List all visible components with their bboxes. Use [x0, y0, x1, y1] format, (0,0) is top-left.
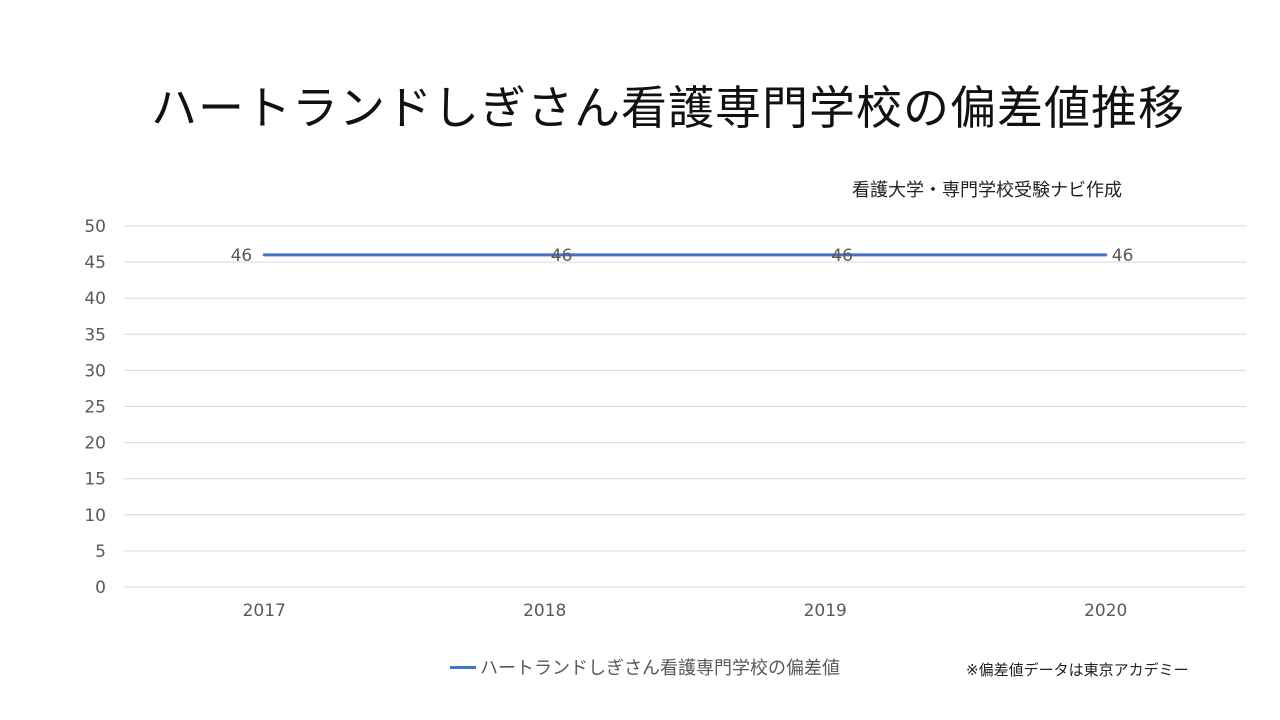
chart-subtitle: 看護大学・専門学校受験ナビ作成 — [852, 180, 1122, 201]
data-point — [543, 253, 547, 257]
x-tick-label: 2020 — [1084, 601, 1127, 621]
x-axis-ticks: 2017 2018 2019 2020 — [243, 601, 1128, 621]
data-label: 46 — [1112, 246, 1134, 266]
data-point — [1104, 253, 1108, 257]
y-tick-label: 20 — [84, 434, 106, 454]
data-point — [823, 253, 827, 257]
y-tick-label: 0 — [95, 578, 106, 598]
data-label: 46 — [551, 246, 573, 266]
source-note: ※偏差値データは東京アカデミー — [966, 661, 1189, 679]
data-point — [262, 253, 266, 257]
y-tick-label: 30 — [84, 361, 106, 381]
y-tick-label: 40 — [84, 289, 106, 309]
x-tick-label: 2017 — [243, 601, 286, 621]
chart-title: ハートランドしぎさん看護専門学校の偏差値推移 — [151, 81, 1185, 135]
y-tick-label: 10 — [84, 506, 106, 526]
y-axis-ticks: 0 5 10 15 20 25 30 35 40 45 50 — [84, 217, 106, 598]
gridlines — [124, 225, 1246, 588]
legend-label: ハートランドしぎさん看護専門学校の偏差値 — [480, 658, 840, 679]
x-tick-label: 2019 — [804, 601, 847, 621]
data-label: 46 — [231, 246, 253, 266]
legend: ハートランドしぎさん看護専門学校の偏差値 — [450, 654, 840, 680]
y-tick-label: 45 — [84, 253, 106, 273]
data-label: 46 — [831, 246, 853, 266]
y-tick-label: 35 — [84, 325, 106, 345]
y-tick-label: 5 — [95, 542, 106, 562]
data-labels: 46 46 46 46 — [231, 246, 1134, 266]
legend-swatch — [450, 665, 476, 669]
y-tick-label: 50 — [84, 217, 106, 237]
y-tick-label: 25 — [84, 398, 106, 418]
series-layer — [262, 253, 1108, 257]
y-tick-label: 15 — [84, 470, 106, 490]
x-tick-label: 2018 — [523, 601, 566, 621]
